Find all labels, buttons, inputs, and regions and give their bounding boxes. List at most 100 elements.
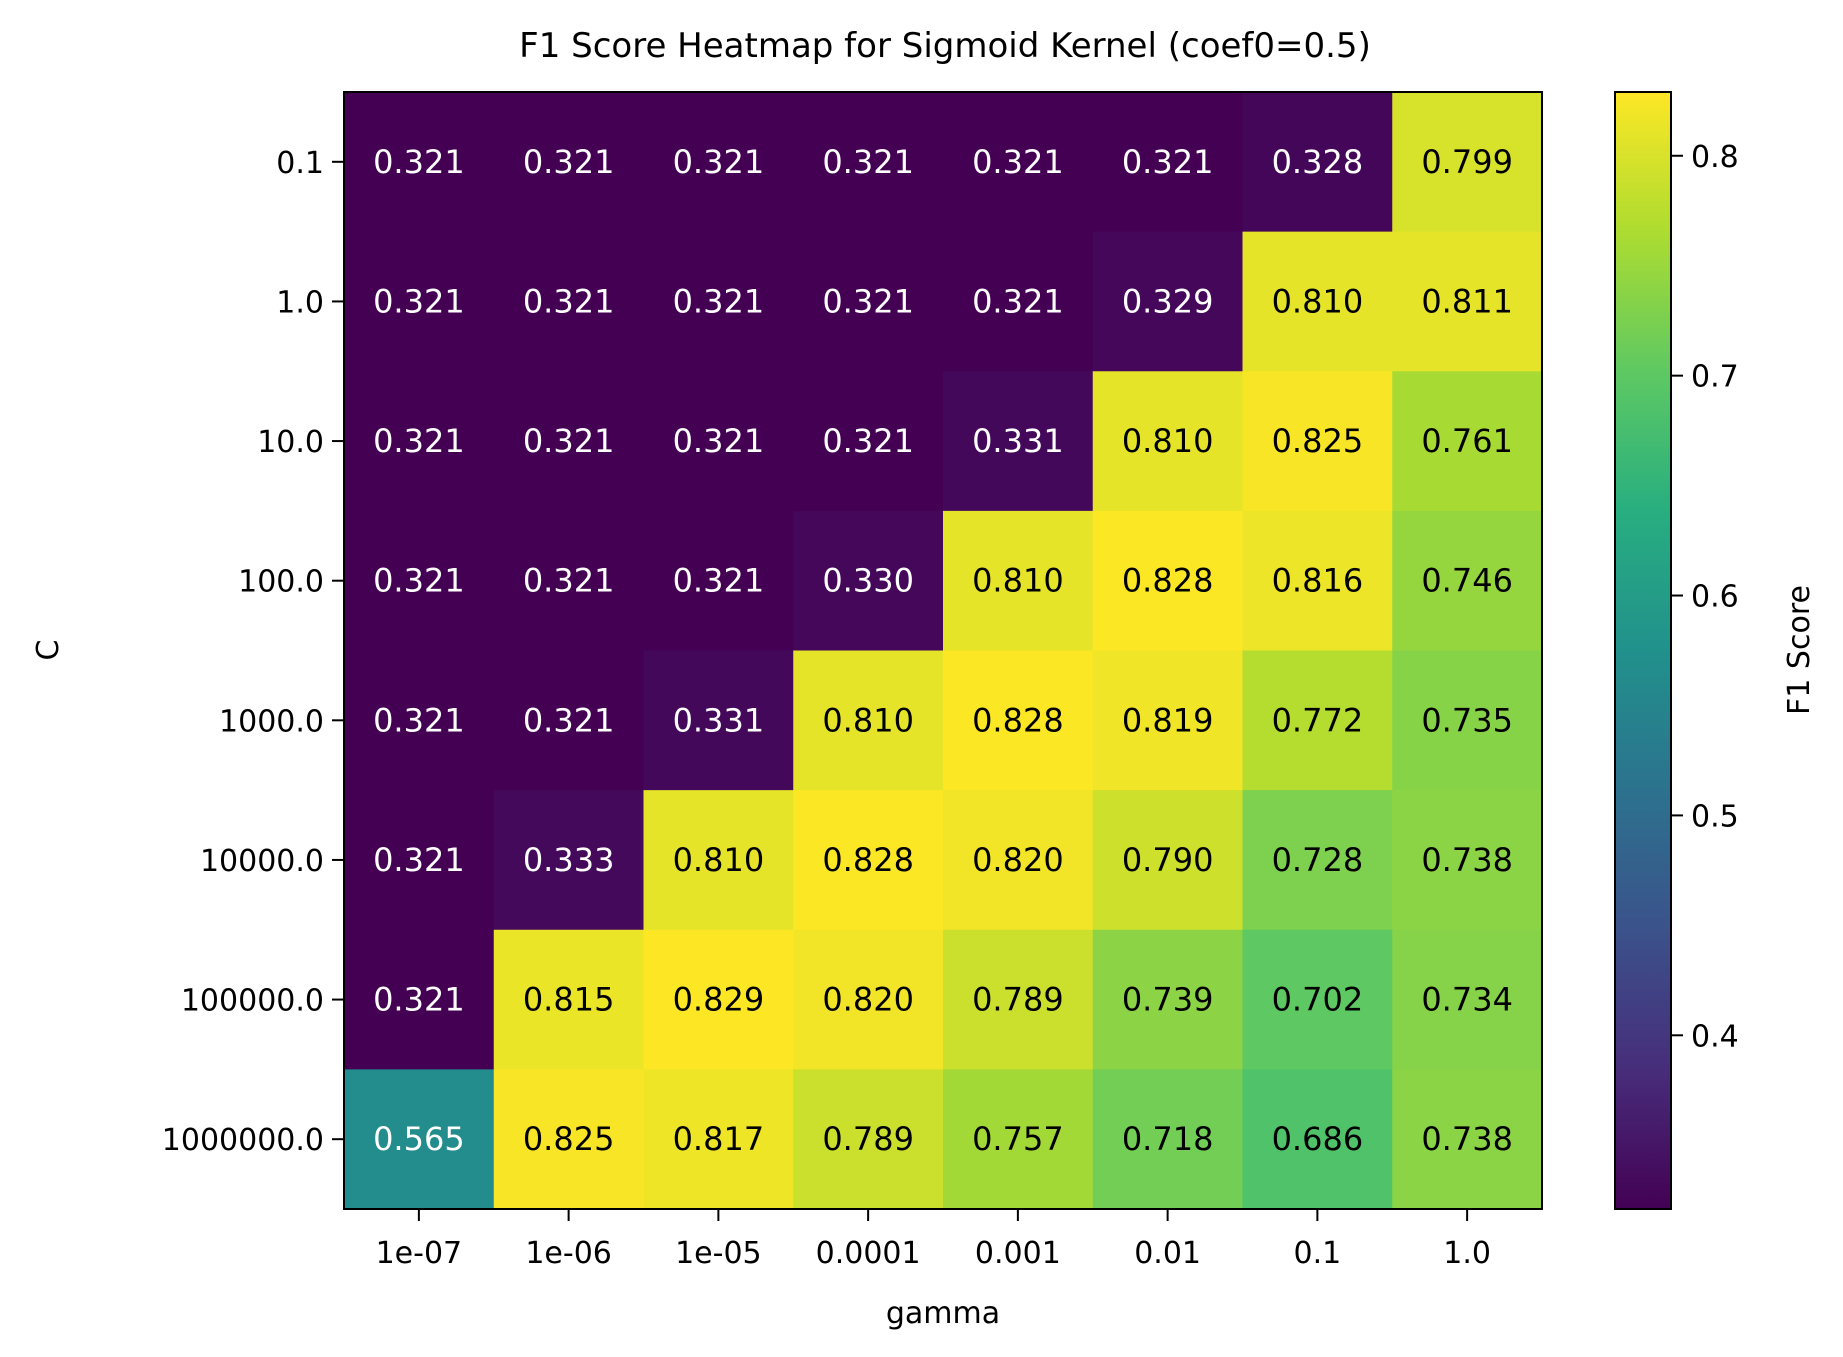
cell-value-label: 0.810 xyxy=(673,841,765,879)
cell-value-label: 0.817 xyxy=(673,1120,765,1158)
cell-value-label: 0.819 xyxy=(1122,701,1214,739)
heatmap-cell xyxy=(1092,790,1244,931)
cell-value-label: 0.329 xyxy=(1122,282,1214,320)
cell-value-label: 0.734 xyxy=(1421,981,1513,1019)
heatmap-cell xyxy=(643,790,794,931)
colorbar xyxy=(1614,91,1672,1210)
heatmap-cell xyxy=(943,790,1094,931)
cell-value-label: 0.820 xyxy=(822,981,914,1019)
heatmap-cell xyxy=(1392,790,1543,931)
cell-value-label: 0.321 xyxy=(373,282,465,320)
cell-value-label: 0.321 xyxy=(373,981,465,1019)
x-tick-label: 1e-06 xyxy=(525,1236,612,1271)
heatmap-cell xyxy=(793,790,944,931)
y-tick-label: 100000.0 xyxy=(181,984,324,1019)
heatmap-cell xyxy=(493,510,645,652)
heatmap-cell xyxy=(344,929,495,1070)
cell-value-label: 0.746 xyxy=(1421,562,1513,600)
heatmap-cell xyxy=(1242,929,1393,1070)
cell-value-label: 0.829 xyxy=(673,981,765,1019)
cell-value-label: 0.321 xyxy=(373,422,465,460)
cell-value-label: 0.789 xyxy=(822,1120,914,1158)
cell-value-label: 0.790 xyxy=(1122,841,1214,879)
cell-value-label: 0.739 xyxy=(1122,981,1214,1019)
cell-value-label: 0.820 xyxy=(972,841,1064,879)
heatmap-cell xyxy=(643,92,794,233)
x-tick-label: 0.01 xyxy=(1134,1236,1201,1271)
cell-value-label: 0.772 xyxy=(1272,701,1364,739)
cell-value-label: 0.757 xyxy=(972,1120,1064,1158)
heatmap-cell xyxy=(643,1069,794,1210)
heatmap-cell xyxy=(1242,790,1393,931)
cell-value-label: 0.321 xyxy=(523,143,615,181)
heatmap-cell xyxy=(1242,92,1393,233)
cell-value-label: 0.333 xyxy=(523,841,615,879)
cell-value-label: 0.321 xyxy=(523,282,615,320)
heatmap-cell xyxy=(1092,1069,1244,1210)
heatmap-cell xyxy=(643,371,794,512)
heatmap-cell xyxy=(1092,231,1244,372)
cell-value-label: 0.816 xyxy=(1272,562,1364,600)
cell-value-label: 0.702 xyxy=(1272,981,1364,1019)
heatmap-cell xyxy=(943,650,1094,791)
cell-value-label: 0.810 xyxy=(822,701,914,739)
cell-value-label: 0.321 xyxy=(523,701,615,739)
heatmap-cell xyxy=(1092,929,1244,1070)
cell-value-label: 0.321 xyxy=(523,422,615,460)
heatmap-cell xyxy=(943,1069,1094,1210)
plot-frame xyxy=(343,91,1543,1210)
heatmap-cell xyxy=(493,929,645,1070)
cell-value-label: 0.810 xyxy=(1122,422,1214,460)
cell-value-label: 0.828 xyxy=(972,701,1064,739)
heatmap-cell xyxy=(1392,650,1543,791)
cell-value-label: 0.321 xyxy=(373,562,465,600)
heatmap-cell xyxy=(344,92,495,233)
cell-value-label: 0.811 xyxy=(1421,282,1513,320)
heatmap-cell xyxy=(943,92,1094,233)
x-tick-label: 1e-05 xyxy=(675,1236,762,1271)
heatmap-cell xyxy=(793,231,944,372)
colorbar-tick-label: 0.8 xyxy=(1691,140,1739,175)
y-axis-label: C xyxy=(31,640,66,661)
heatmap-cell xyxy=(1242,231,1393,372)
heatmap-cell xyxy=(493,650,645,791)
x-axis-label: gamma xyxy=(886,1296,1000,1331)
cell-value-label: 0.828 xyxy=(1122,562,1214,600)
cell-value-label: 0.321 xyxy=(822,422,914,460)
heatmap-cell xyxy=(1392,231,1543,372)
cell-value-label: 0.321 xyxy=(673,143,765,181)
colorbar-tick-label: 0.7 xyxy=(1691,360,1739,395)
heatmap-cell xyxy=(643,929,794,1070)
y-tick-label: 10.0 xyxy=(257,425,324,460)
x-tick-label: 0.0001 xyxy=(816,1236,921,1271)
y-tick-label: 1.0 xyxy=(276,285,324,320)
colorbar-tick-label: 0.6 xyxy=(1691,580,1739,615)
heatmap-cell xyxy=(1092,510,1244,652)
heatmap-cell xyxy=(344,231,495,372)
heatmap-cell xyxy=(1392,371,1543,512)
heatmap-cell xyxy=(1242,510,1393,652)
heatmap-cell xyxy=(344,1069,495,1210)
heatmap-cell xyxy=(943,510,1094,652)
cell-value-label: 0.321 xyxy=(373,143,465,181)
cell-value-label: 0.321 xyxy=(822,282,914,320)
chart-title: F1 Score Heatmap for Sigmoid Kernel (coe… xyxy=(519,26,1371,66)
cell-value-label: 0.321 xyxy=(822,143,914,181)
cell-value-label: 0.321 xyxy=(972,282,1064,320)
cell-value-label: 0.718 xyxy=(1122,1120,1214,1158)
heatmap-cell xyxy=(793,929,944,1070)
cell-value-label: 0.321 xyxy=(972,143,1064,181)
heatmap-cell xyxy=(1392,510,1543,652)
y-axis-ticks: 0.1 1.0 10.0 100.0 1000.0 10000.0 100000.0 1000… xyxy=(162,146,344,1158)
colorbar-label: F1 Score xyxy=(1782,585,1817,715)
cell-value-label: 0.321 xyxy=(1122,143,1214,181)
y-tick-label: 0.1 xyxy=(276,146,324,181)
x-tick-label: 1e-07 xyxy=(376,1236,463,1271)
cell-value-label: 0.331 xyxy=(972,422,1064,460)
heatmap-cell xyxy=(943,371,1094,512)
colorbar-tick-label: 0.5 xyxy=(1691,799,1739,834)
heatmap-cell xyxy=(793,510,944,652)
cell-value-label: 0.738 xyxy=(1421,841,1513,879)
cell-value-label: 0.828 xyxy=(822,841,914,879)
cell-value-label: 0.810 xyxy=(972,562,1064,600)
